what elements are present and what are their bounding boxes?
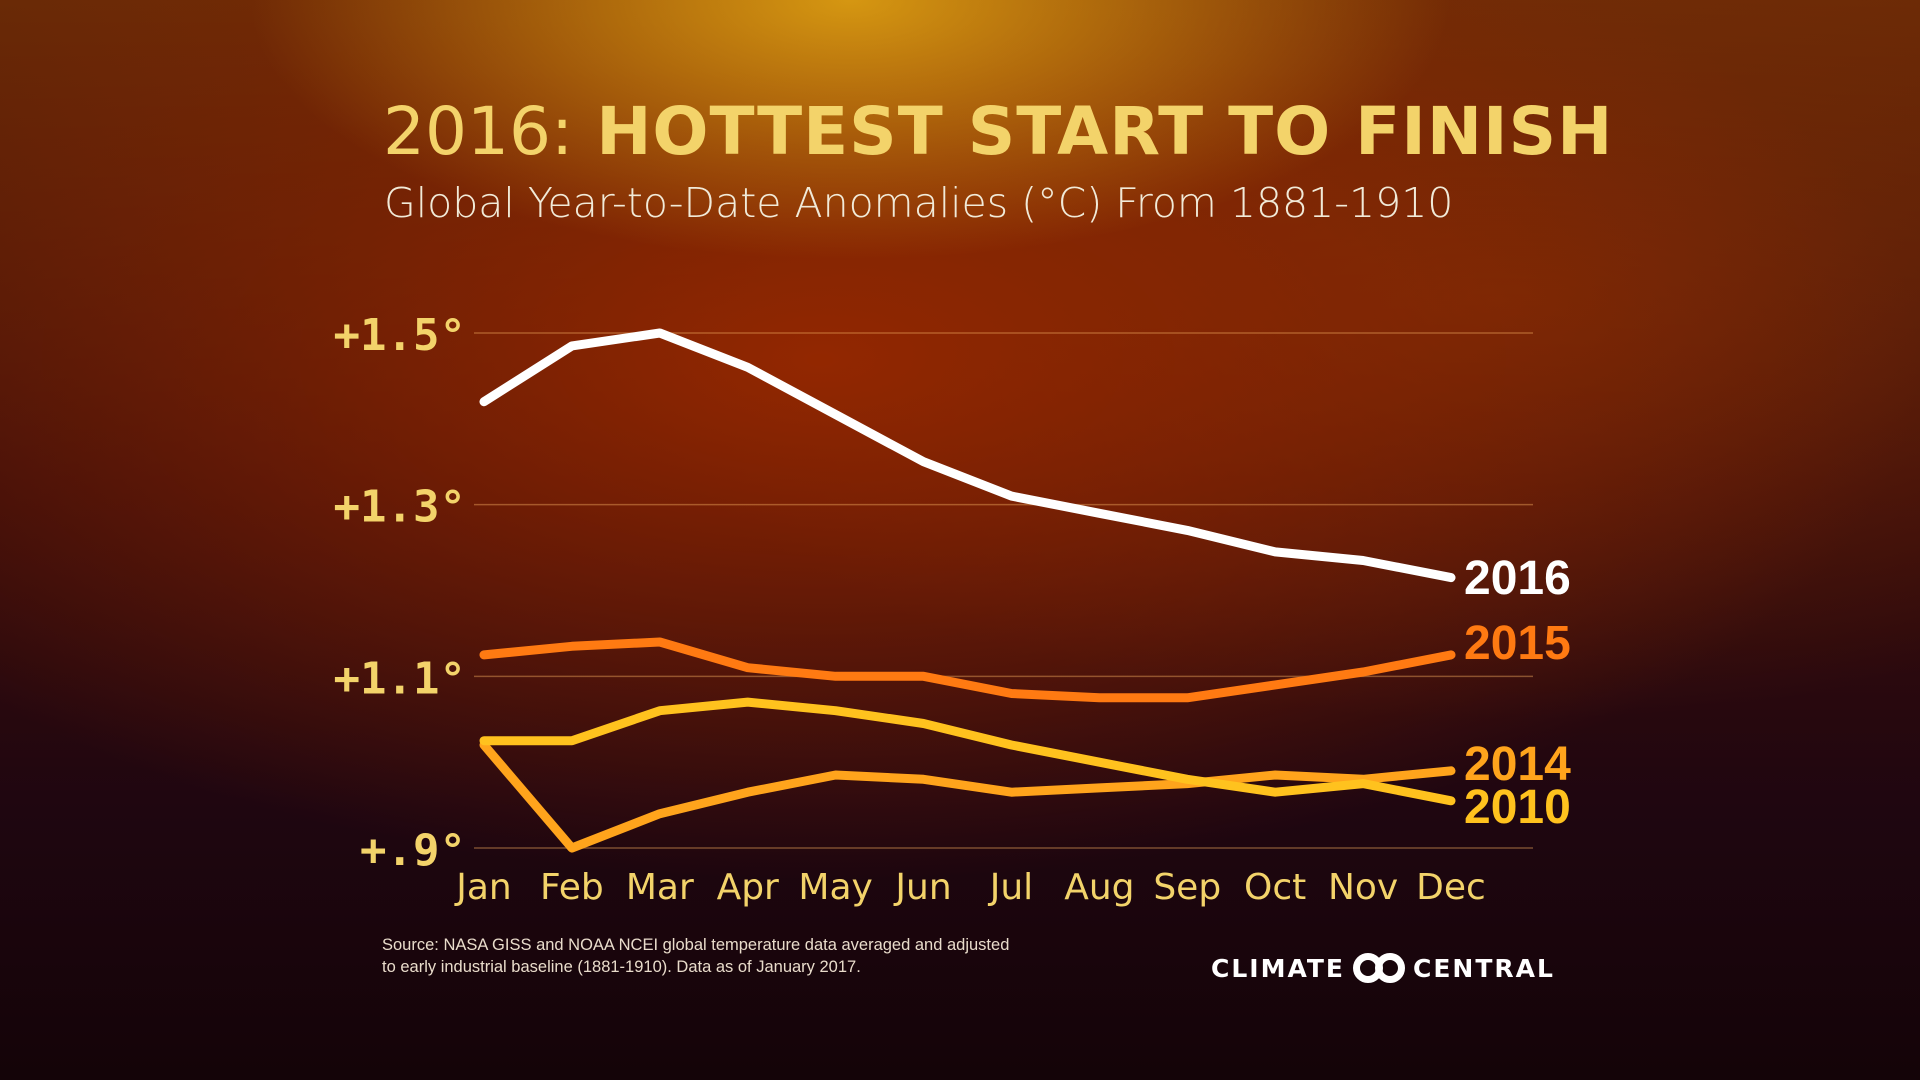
chart-title: 2016: HOTTEST START TO FINISH [383,92,1613,172]
climate-central-logo: CLIMATE CENTRAL [1211,945,1555,991]
gridlines [474,332,1533,849]
series-line-2010 [479,697,1456,806]
y-tick-label: +1.5° [334,310,466,361]
series-label-2016: 2016 [1464,552,1571,605]
series-line-2014 [479,740,1456,853]
chart-subtitle: Global Year-to-Date Anomalies (°C) From … [384,179,1454,227]
x-tick-label: Jun [893,867,951,908]
y-axis-ticks: +1.5° +1.3° +1.1° +.9° [334,310,466,876]
x-tick-label: Oct [1244,867,1306,908]
series-label-2014: 2014 [1464,738,1571,791]
series-lines [479,328,1456,853]
x-tick-label: Sep [1153,867,1221,908]
series-line-2015 [479,637,1456,703]
logo-word-left: CLIMATE [1211,953,1345,983]
series-label-2010: 2010 [1464,781,1571,834]
x-tick-label: Mar [626,867,694,908]
source-note: Source: NASA GISS and NOAA NCEI global t… [382,936,1010,976]
x-tick-label: Aug [1064,867,1134,908]
title-headline: HOTTEST START TO FINISH [596,93,1614,170]
logo-rings-icon [1353,953,1405,983]
y-tick-label: +1.1° [334,653,466,704]
series-line-2016 [479,328,1456,583]
x-tick-label: Jul [988,867,1033,908]
title-year: 2016: [383,93,574,170]
y-tick-label: +1.3° [334,482,466,533]
series-label-2015: 2015 [1464,617,1571,670]
x-tick-label: Nov [1328,867,1398,908]
x-tick-label: Dec [1416,867,1486,908]
y-tick-label: +.9° [360,825,466,876]
x-tick-label: May [798,867,872,908]
x-tick-label: Jan [454,867,512,908]
x-tick-label: Feb [540,867,604,908]
x-tick-label: Apr [717,867,779,908]
x-axis-ticks: Jan Feb Mar Apr May Jun Jul Aug Sep Oct Nov Dec [454,867,1486,908]
logo-word-right: CENTRAL [1413,953,1555,983]
